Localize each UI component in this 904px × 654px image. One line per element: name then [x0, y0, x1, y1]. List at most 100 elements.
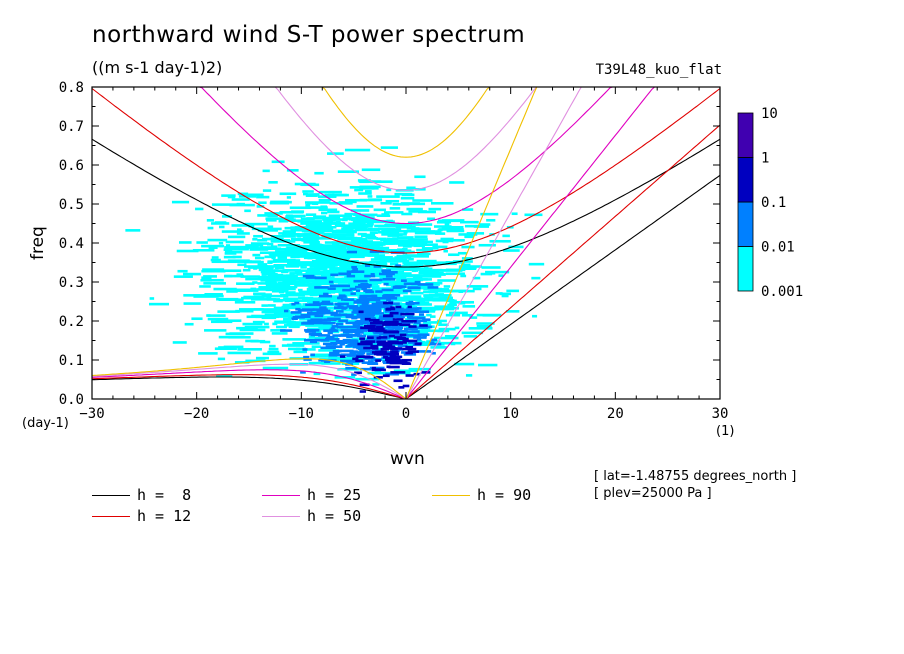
power-cell	[360, 367, 372, 371]
power-cell	[330, 255, 341, 259]
power-cell	[264, 322, 269, 326]
power-cell	[282, 269, 301, 272]
power-cell	[240, 275, 260, 278]
y-tick-label: 0.3	[59, 275, 84, 291]
power-cell	[303, 192, 308, 196]
power-cell	[460, 220, 479, 224]
power-cell	[416, 252, 431, 256]
power-cell	[302, 348, 316, 351]
power-cell	[454, 362, 475, 366]
power-cell	[360, 326, 376, 330]
power-cell	[377, 230, 400, 234]
power-cell	[332, 342, 338, 346]
power-cell	[245, 244, 264, 247]
power-cell	[388, 334, 395, 338]
power-cell	[396, 254, 417, 258]
power-cell	[351, 260, 359, 263]
power-cell	[278, 219, 288, 223]
power-cell	[270, 245, 278, 249]
power-cell	[300, 254, 315, 258]
power-cell	[403, 295, 422, 298]
power-cell	[359, 305, 373, 308]
power-cell	[406, 288, 421, 292]
power-cell	[343, 293, 359, 297]
power-cell	[372, 307, 381, 311]
power-cell	[323, 292, 329, 296]
power-cell	[234, 300, 256, 304]
power-cell	[435, 239, 454, 243]
power-cell	[324, 257, 348, 261]
power-cell	[287, 347, 307, 351]
power-cell	[297, 309, 313, 312]
power-cell	[244, 209, 251, 213]
power-cell	[332, 193, 349, 197]
power-cell	[383, 301, 394, 305]
power-cell	[269, 201, 290, 205]
power-cell	[384, 212, 390, 215]
power-cell	[367, 289, 373, 292]
power-cell	[286, 343, 301, 347]
kelvin-wave-curve	[405, 86, 545, 400]
power-cell	[386, 304, 393, 308]
power-cell	[224, 246, 233, 249]
power-cell	[380, 146, 398, 149]
power-cell	[300, 266, 307, 269]
power-cell	[354, 331, 364, 334]
power-cell	[285, 259, 301, 262]
power-cell	[308, 335, 315, 339]
power-cell	[306, 311, 318, 315]
power-cell	[430, 338, 438, 342]
power-cell	[428, 207, 442, 211]
power-cell	[436, 220, 452, 224]
power-cell	[329, 288, 347, 292]
power-cell	[304, 329, 320, 332]
power-cell	[372, 338, 388, 341]
power-cell	[284, 299, 310, 303]
power-cell	[393, 379, 403, 383]
power-cell	[349, 303, 355, 306]
power-cell	[354, 328, 369, 332]
power-cell	[353, 275, 360, 278]
power-cell	[390, 289, 402, 293]
power-cell	[314, 171, 324, 175]
power-cell	[406, 307, 419, 310]
power-cell	[421, 247, 439, 250]
power-cell	[376, 241, 399, 245]
power-cell	[314, 267, 328, 271]
power-cell	[327, 331, 333, 335]
power-cell	[371, 302, 383, 306]
power-cell	[307, 300, 314, 303]
power-cell	[311, 259, 329, 263]
power-cell	[277, 243, 300, 247]
power-cell	[400, 196, 415, 200]
power-cell	[211, 203, 238, 206]
power-cell	[349, 287, 357, 291]
power-cell	[344, 148, 371, 152]
power-cell	[386, 249, 407, 252]
colorbar-segment	[737, 112, 754, 158]
power-cell	[374, 370, 382, 374]
power-cell	[486, 218, 496, 222]
power-cell	[417, 341, 435, 344]
power-cell	[440, 289, 451, 293]
power-cell	[463, 335, 478, 338]
power-cell	[348, 245, 374, 248]
power-cell	[330, 250, 341, 254]
power-cell	[327, 287, 336, 290]
power-cell	[445, 272, 465, 276]
power-cell	[250, 242, 270, 245]
power-cell	[315, 319, 331, 322]
x-axis-unit: (1)	[716, 424, 735, 439]
power-cell	[331, 330, 340, 334]
power-cell	[399, 277, 407, 280]
power-cell	[236, 273, 244, 276]
power-cell	[357, 342, 373, 346]
power-cell	[375, 301, 387, 304]
power-cell	[350, 292, 356, 295]
x-tick-label: 20	[607, 406, 624, 422]
power-cell	[331, 263, 355, 266]
power-cell	[343, 339, 357, 342]
power-cell	[389, 207, 401, 210]
power-cell	[273, 263, 295, 267]
power-cell	[356, 320, 368, 323]
